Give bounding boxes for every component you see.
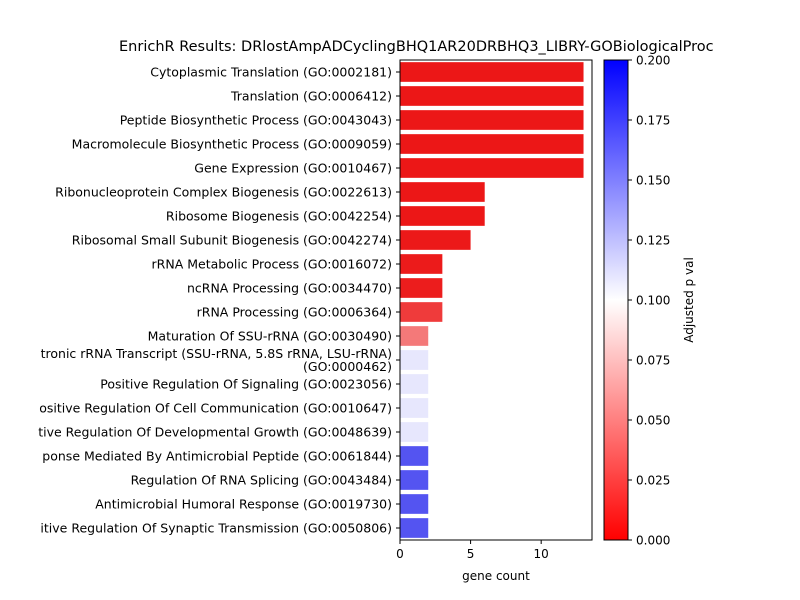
bar [400,374,429,394]
y-tick-label: Antimicrobial Humoral Response (GO:00197… [95,497,392,512]
x-tick-label: 5 [467,547,475,561]
x-axis: 0 5 10 [396,540,549,561]
y-tick-label: Maturation Of SSU-rRNA (GO:0030490) [148,329,392,344]
bar [400,230,471,250]
colorbar-ticks: 0.000 0.025 0.050 0.075 0.100 0.125 0.150 0.175… [628,54,670,548]
bar [400,518,429,538]
y-tick-label: tronic rRNA Transcript (SSU-rRNA, 5.8S r… [41,346,392,361]
y-tick-label: rRNA Metabolic Process (GO:0016072) [152,257,392,272]
bar [400,206,485,226]
bar [400,470,429,490]
bar [400,398,429,418]
y-tick-label: (GO:0000462) [303,359,392,374]
bar [400,254,443,274]
y-tick-label: Regulation Of RNA Splicing (GO:0043484) [131,473,392,488]
bar [400,446,429,466]
colorbar-tick-label: 0.000 [636,534,670,548]
colorbar-tick-label: 0.200 [636,54,670,68]
y-tick-label: rRNA Processing (GO:0006364) [197,305,392,320]
bar [400,278,443,298]
y-tick-label: itive Regulation Of Synaptic Transmissio… [40,521,392,536]
plot-frame [399,59,593,541]
colorbar-tick-label: 0.175 [636,114,670,128]
colorbar-tick-label: 0.025 [636,474,670,488]
x-tick-label: 10 [534,547,549,561]
colorbar-label: Adjusted p val [682,257,696,343]
y-tick-label: Peptide Biosynthetic Process (GO:0043043… [120,113,392,128]
y-tick-label: tive Regulation Of Developmental Growth … [38,425,392,440]
y-tick-labels: Cytoplasmic Translation (GO:0002181) Tran… [38,65,400,536]
colorbar-tick-label: 0.075 [636,354,670,368]
y-tick-label: Ribosomal Small Subunit Biogenesis (GO:0… [72,233,392,248]
y-tick-label: Macromolecule Biosynthetic Process (GO:0… [72,137,392,152]
y-tick-label: ncRNA Processing (GO:0034470) [187,281,392,296]
y-tick-label: ositive Regulation Of Cell Communication… [39,401,392,416]
bar [400,302,443,322]
bar [400,350,429,370]
x-tick-label: 0 [396,547,404,561]
y-tick-label: ponse Mediated By Antimicrobial Peptide … [42,449,392,464]
bar [400,422,429,442]
y-tick-label: Ribosome Biogenesis (GO:0042254) [166,209,392,224]
chart-title: EnrichR Results: DRlostAmpADCyclingBHQ1A… [119,39,714,55]
bar [400,110,584,130]
bars-layer [400,62,584,538]
bar [400,158,584,178]
colorbar-tick-label: 0.125 [636,234,670,248]
y-tick-label: Cytoplasmic Translation (GO:0002181) [150,65,392,80]
y-tick-label: Gene Expression (GO:0010467) [194,161,392,176]
y-tick-label: Positive Regulation Of Signaling (GO:002… [100,377,392,392]
bar [400,326,429,346]
colorbar-tick-label: 0.100 [636,294,670,308]
x-axis-label: gene count [462,569,530,583]
bar [400,62,584,82]
bar [400,134,584,154]
y-tick-label: Translation (GO:0006412) [230,89,392,104]
bar [400,494,429,514]
y-tick-label: Ribonucleoprotein Complex Biogenesis (GO… [55,185,392,200]
colorbar-tick-label: 0.050 [636,414,670,428]
colorbar [603,59,629,541]
bar [400,86,584,106]
bar [400,182,485,202]
colorbar-tick-label: 0.150 [636,174,670,188]
